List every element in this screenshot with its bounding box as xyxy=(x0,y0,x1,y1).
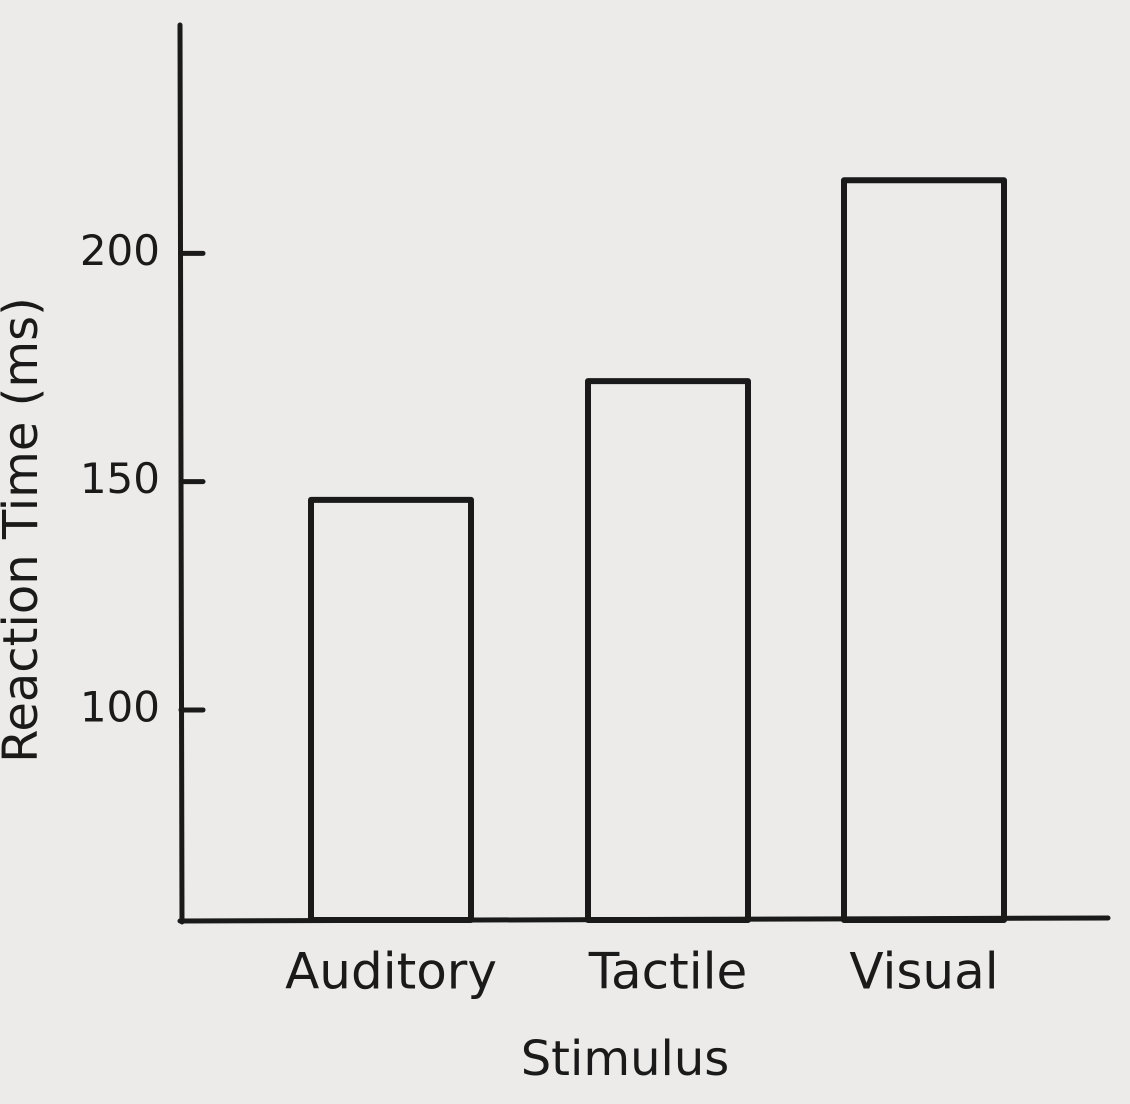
x-tick-label: Tactile xyxy=(588,943,748,1001)
x-tick-label: Auditory xyxy=(285,943,497,1001)
bar xyxy=(308,496,474,923)
y-tick-label: 100 xyxy=(80,682,160,731)
bar xyxy=(841,177,1007,923)
x-axis-label: Stimulus xyxy=(521,1031,730,1087)
y-axis xyxy=(177,22,185,925)
y-tick-label: 150 xyxy=(80,454,160,503)
x-tick-label: Visual xyxy=(849,943,998,1001)
y-tick-label: 200 xyxy=(80,226,160,275)
y-axis-label: Reaction Time (ms) xyxy=(0,297,49,763)
bar xyxy=(585,378,751,923)
